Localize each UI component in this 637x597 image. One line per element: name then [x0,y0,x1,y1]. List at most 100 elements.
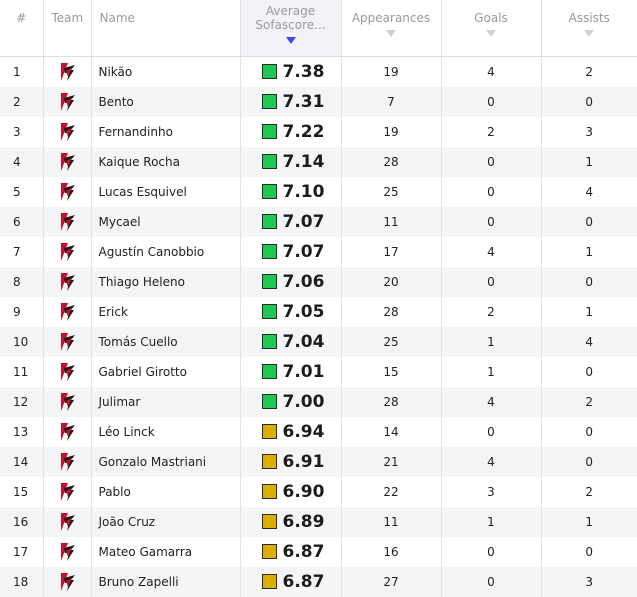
player-name[interactable]: Nikão [99,65,133,79]
rating-value: 6.87 [283,572,325,592]
player-name[interactable]: Gabriel Girotto [99,365,187,379]
player-name-cell[interactable]: Fernandinho [91,117,240,147]
team-cell[interactable] [43,117,91,147]
appearances-cell: 19 [341,57,441,87]
player-name[interactable]: Kaique Rocha [99,155,180,169]
player-name[interactable]: Julimar [99,395,141,409]
player-name-cell[interactable]: Agustín Canobbio [91,237,240,267]
player-name-cell[interactable]: Gabriel Girotto [91,357,240,387]
sort-arrow-icon[interactable] [584,30,594,37]
team-cell[interactable] [43,417,91,447]
player-name-cell[interactable]: Léo Linck [91,417,240,447]
rating-value: 6.94 [283,422,325,442]
player-name[interactable]: Agustín Canobbio [99,245,205,259]
player-name[interactable]: Lucas Esquivel [99,185,187,199]
sort-desc-icon[interactable] [286,37,296,44]
assists-value: 2 [585,395,593,409]
player-name[interactable]: Gonzalo Mastriani [99,455,207,469]
player-name[interactable]: Tomás Cuello [99,335,178,349]
team-cell[interactable] [43,87,91,117]
player-name[interactable]: Fernandinho [99,125,173,139]
player-name[interactable]: Bento [99,95,134,109]
player-name-cell[interactable]: Lucas Esquivel [91,177,240,207]
assists-cell: 0 [541,417,637,447]
team-cell[interactable] [43,447,91,477]
player-name-cell[interactable]: João Cruz [91,507,240,537]
team-cell[interactable] [43,477,91,507]
team-cell[interactable] [43,507,91,537]
rating-value: 7.14 [283,152,325,172]
team-cell[interactable] [43,327,91,357]
appearances-value: 19 [383,65,398,79]
team-cell[interactable] [43,177,91,207]
team-cell[interactable] [43,297,91,327]
sort-arrow-icon[interactable] [386,30,396,37]
player-name-cell[interactable]: Pablo [91,477,240,507]
player-name-cell[interactable]: Erick [91,297,240,327]
goals-value: 0 [487,425,495,439]
player-name[interactable]: Mateo Gamarra [99,545,193,559]
team-cell[interactable] [43,357,91,387]
rating-color-box [262,424,277,439]
team-cell[interactable] [43,267,91,297]
appearances-value: 22 [383,485,398,499]
team-cell[interactable] [43,537,91,567]
player-name-cell[interactable]: Mycael [91,207,240,237]
team-cell[interactable] [43,567,91,597]
player-name-cell[interactable]: Mateo Gamarra [91,537,240,567]
player-name[interactable]: Erick [99,305,128,319]
player-name-cell[interactable]: Bento [91,87,240,117]
appearances-cell: 25 [341,327,441,357]
team-cell[interactable] [43,387,91,417]
player-name-cell[interactable]: Gonzalo Mastriani [91,447,240,477]
player-name-cell[interactable]: Julimar [91,387,240,417]
header-appearances[interactable]: Appearances [341,0,441,57]
team-cell[interactable] [43,237,91,267]
player-name-cell[interactable]: Bruno Zapelli [91,567,240,597]
rating-color-box [262,124,277,139]
header-assists[interactable]: Assists [541,0,637,57]
goals-value: 0 [487,95,495,109]
player-name-cell[interactable]: Thiago Heleno [91,267,240,297]
rank-value: 15 [13,485,28,499]
rating-value: 7.10 [283,182,325,202]
player-name-cell[interactable]: Nikão [91,57,240,87]
player-name[interactable]: Mycael [99,215,141,229]
player-name[interactable]: Bruno Zapelli [99,575,179,589]
header-average-rating[interactable]: Average Sofascore... [240,0,341,57]
assists-cell: 1 [541,297,637,327]
team-cell[interactable] [43,147,91,177]
player-name-cell[interactable]: Kaique Rocha [91,147,240,177]
rating-color-box [262,484,277,499]
player-name[interactable]: Thiago Heleno [99,275,185,289]
sort-arrow-icon[interactable] [486,30,496,37]
header-goals[interactable]: Goals [441,0,541,57]
player-name[interactable]: Léo Linck [99,425,155,439]
player-name-cell[interactable]: Tomás Cuello [91,327,240,357]
appearances-cell: 20 [341,267,441,297]
assists-value: 3 [585,575,593,589]
team-cell[interactable] [43,207,91,237]
header-appearances-label: Appearances [342,0,441,25]
team-cell[interactable] [43,57,91,87]
player-name[interactable]: João Cruz [99,515,156,529]
player-name[interactable]: Pablo [99,485,131,499]
